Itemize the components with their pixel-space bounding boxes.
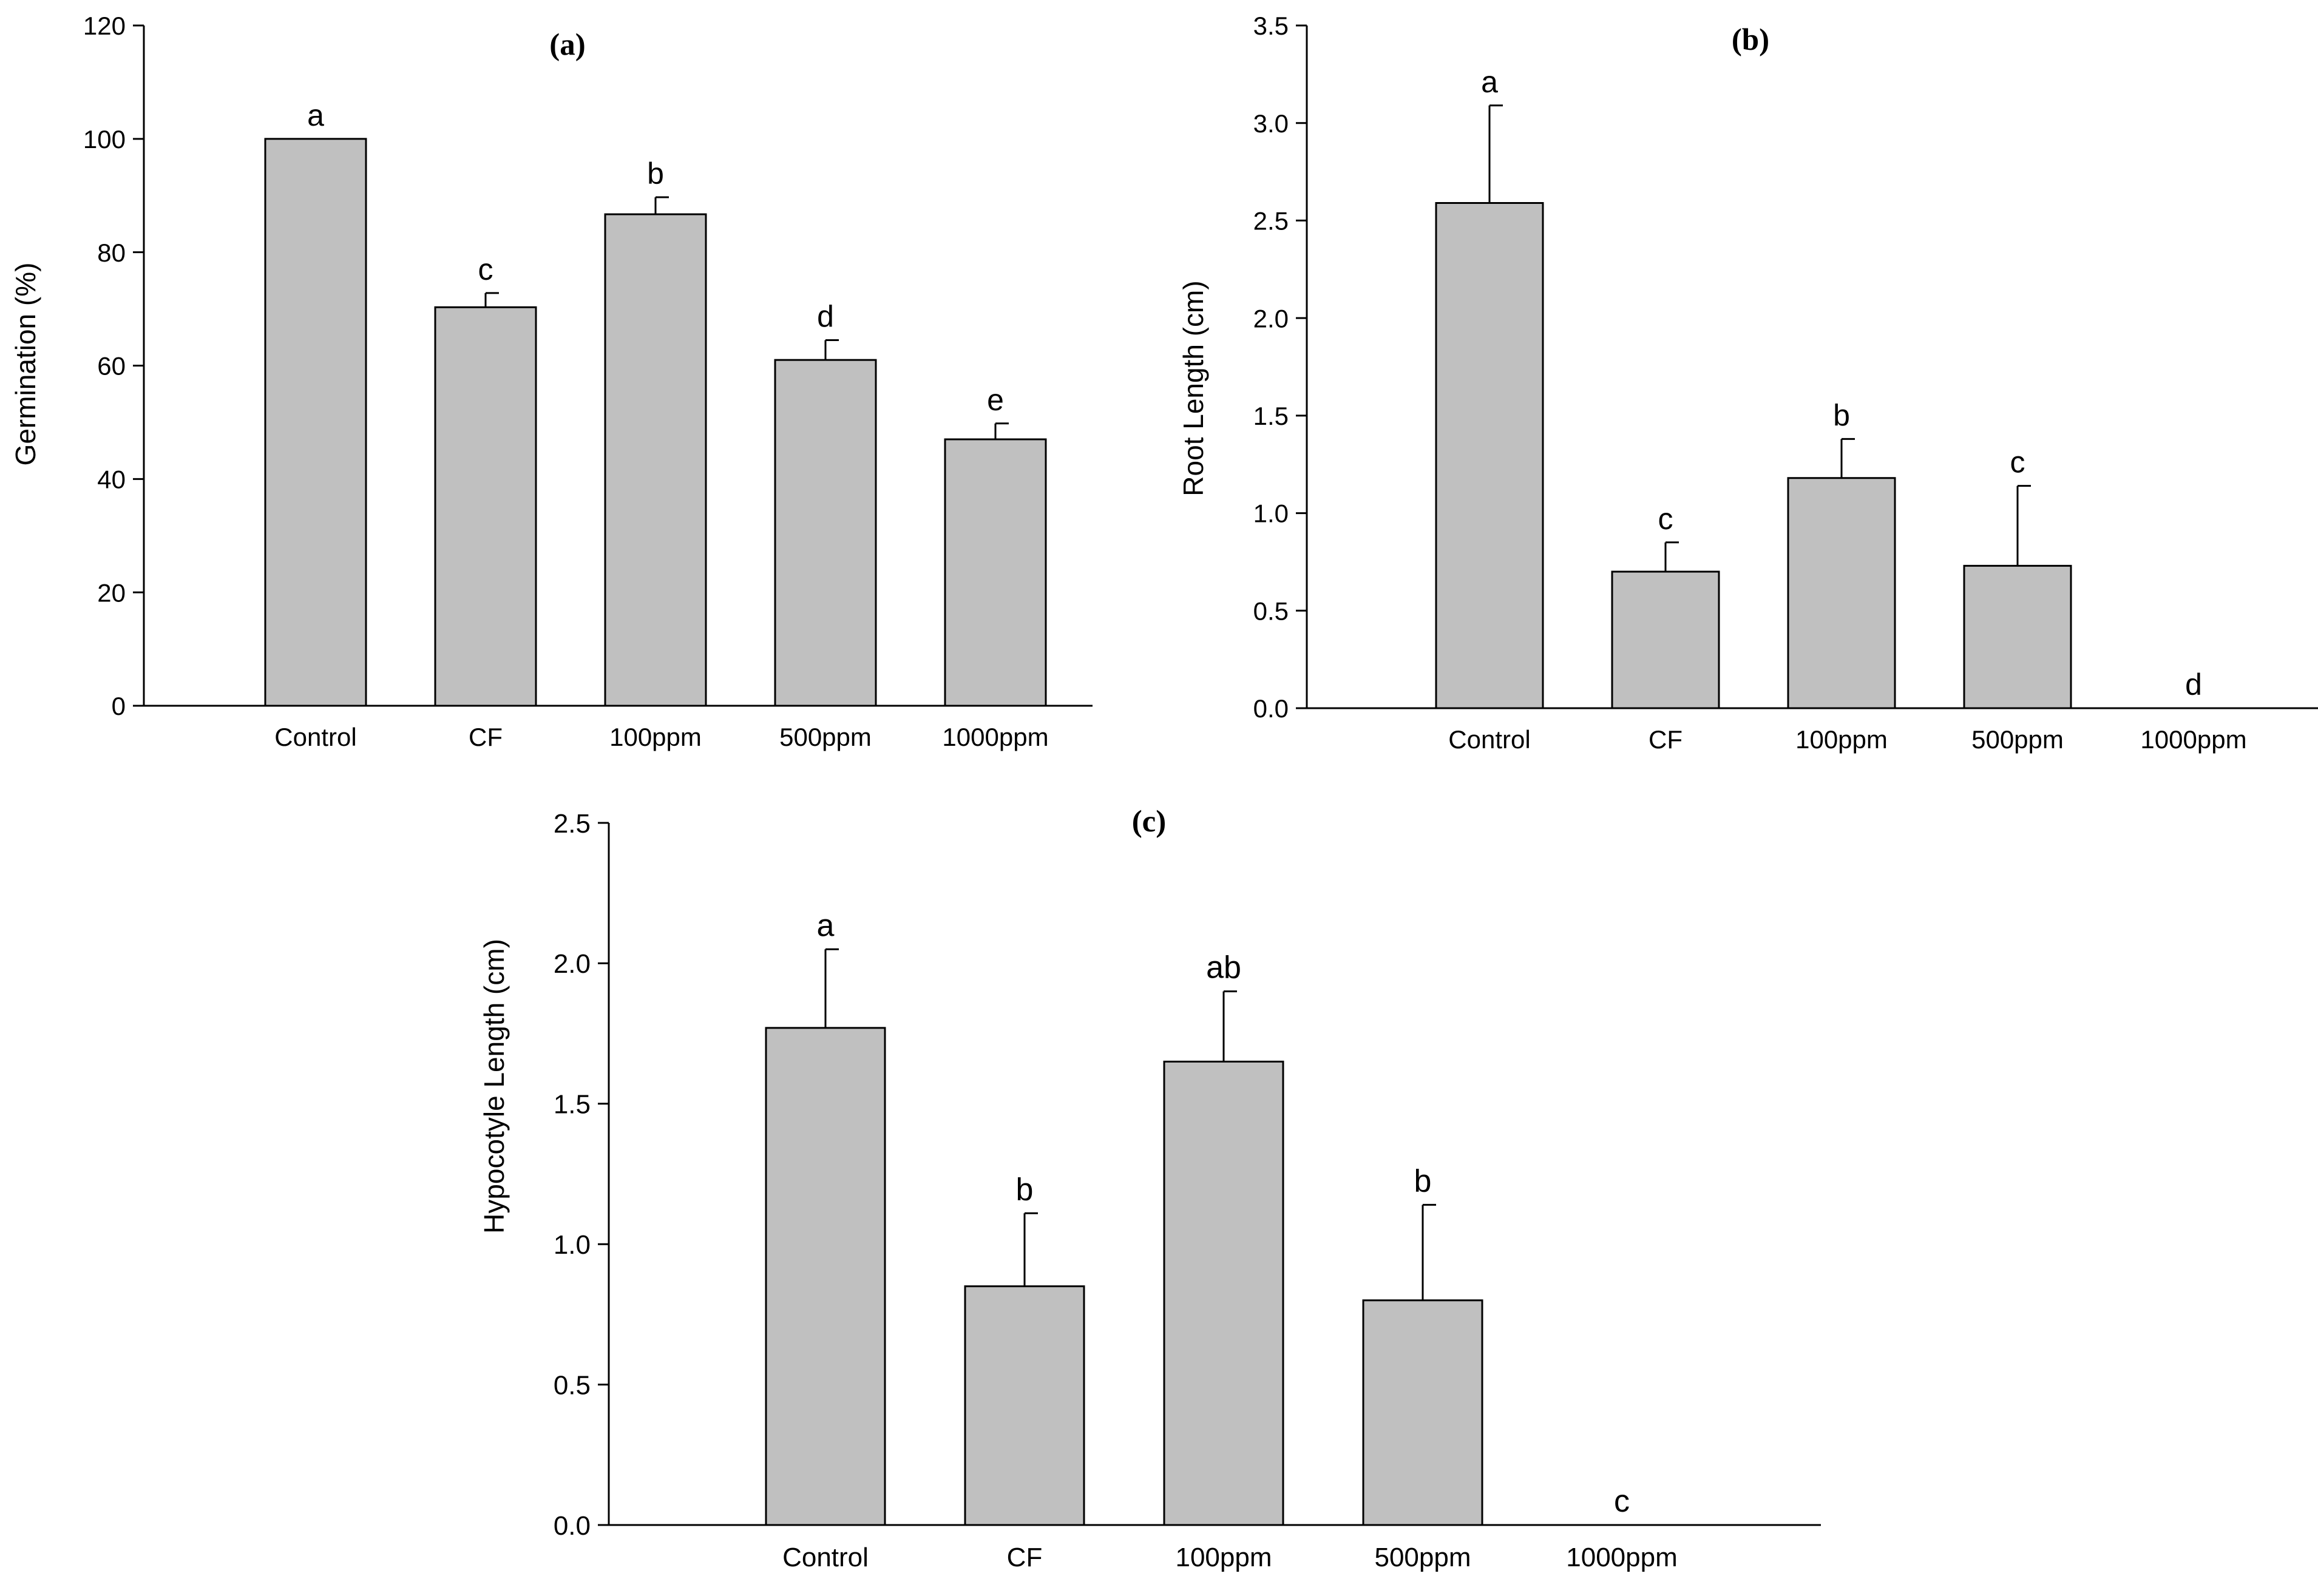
y-tick-label: 2.0 (554, 949, 591, 979)
x-tick-label: 100ppm (609, 723, 702, 751)
x-tick-label: 1000ppm (2140, 725, 2246, 754)
y-tick-label: 0.0 (1253, 694, 1289, 723)
x-tick-label: 1000ppm (942, 723, 1048, 751)
y-tick-label: 1.5 (1253, 402, 1289, 430)
chart-panel-c: (c) Hypocotyle Length (cm) 0.0 0.5 1.0 1.5 2… (478, 805, 1821, 1572)
significance-letter: c (478, 252, 493, 286)
bar (1435, 202, 1544, 709)
tick-labels: 0.0 0.5 1.0 1.5 2.0 2.5 3.0 3.5 a Control c CF b 100p… (1253, 12, 2247, 754)
y-tick-label: 120 (83, 12, 126, 40)
tick-labels: 0 20 40 60 80 100 120 a Control c CF b 100ppm d 500ppm… (83, 12, 1049, 751)
significance-letter: a (307, 98, 324, 132)
y-tick-label: 1.0 (554, 1230, 591, 1260)
x-tick-label: 500ppm (1374, 1543, 1471, 1572)
y-tick-label: 2.5 (554, 809, 591, 839)
bar (765, 1027, 886, 1526)
bar (434, 306, 537, 707)
y-tick-label: 100 (83, 125, 126, 154)
x-tick-label: CF (469, 723, 503, 751)
bar-marks (264, 138, 1047, 707)
y-tick-label: 0.5 (554, 1370, 591, 1400)
significance-letter: e (987, 383, 1004, 417)
x-tick-label: 500ppm (1971, 725, 2064, 754)
y-tick-label: 1.0 (1253, 499, 1289, 528)
bar (604, 213, 707, 707)
significance-letter: a (1481, 65, 1498, 99)
y-tick-label: 40 (97, 465, 126, 493)
significance-letter: c (1658, 502, 1673, 536)
significance-letter: b (1833, 398, 1850, 432)
significance-letter: a (817, 908, 835, 943)
bar (774, 359, 877, 707)
y-tick-label: 1.5 (554, 1090, 591, 1120)
y-tick-label: 0.5 (1253, 597, 1289, 625)
bar (1362, 1299, 1483, 1526)
significance-letter: ab (1206, 950, 1241, 986)
bar-marks (765, 948, 1483, 1526)
significance-letter: c (2010, 445, 2025, 479)
bar (1163, 1060, 1284, 1526)
bar (944, 438, 1047, 707)
significance-letter: b (647, 157, 664, 191)
chart-title: (b) (1732, 23, 1769, 57)
y-tick-label: 0 (112, 692, 126, 720)
bar (264, 138, 367, 707)
y-axis-label: Hypocotyle Length (cm) (478, 939, 510, 1234)
significance-letter: c (1614, 1484, 1630, 1519)
x-tick-label: Control (1448, 725, 1530, 754)
y-tick-label: 80 (97, 238, 126, 267)
chart-panel-b: (b) Root Length (cm) 0.0 0.5 1.0 1.5 2.0 2.5 3… (1178, 12, 2318, 754)
y-tick-label: 0.0 (554, 1511, 591, 1541)
x-tick-label: 500ppm (779, 723, 872, 751)
y-axis-label: Root Length (cm) (1178, 280, 1209, 496)
significance-letter: b (1414, 1163, 1432, 1199)
y-tick-label: 60 (97, 352, 126, 380)
x-tick-label: 1000ppm (1566, 1543, 1677, 1572)
significance-letter: d (817, 299, 834, 333)
bar (1611, 570, 1720, 709)
x-tick-label: Control (782, 1543, 869, 1572)
significance-letter: d (2185, 668, 2202, 702)
y-tick-label: 2.5 (1253, 207, 1289, 235)
bar (964, 1285, 1085, 1526)
y-tick-label: 3.5 (1253, 12, 1289, 40)
significance-letter: b (1016, 1172, 1034, 1207)
y-tick-label: 20 (97, 578, 126, 607)
x-tick-label: CF (1649, 725, 1683, 754)
bar (1963, 564, 2072, 709)
x-tick-label: CF (1007, 1543, 1043, 1572)
chart-title: (c) (1132, 805, 1167, 839)
x-tick-label: 100ppm (1795, 725, 1888, 754)
tick-labels: 0.0 0.5 1.0 1.5 2.0 2.5 a Control b CF ab 100ppm b 50… (554, 809, 1678, 1572)
chart-title: (a) (549, 28, 585, 62)
x-tick-label: 100ppm (1175, 1543, 1272, 1572)
bar-marks (1435, 104, 2072, 709)
y-tick-label: 3.0 (1253, 109, 1289, 138)
y-axis-label: Germination (%) (10, 263, 41, 466)
chart-panel-a: (a) Germination (%) 0 20 40 60 80 100 120 a Cont… (10, 12, 1093, 751)
bar (1787, 477, 1896, 709)
y-tick-label: 2.0 (1253, 304, 1289, 333)
x-tick-label: Control (274, 723, 356, 751)
